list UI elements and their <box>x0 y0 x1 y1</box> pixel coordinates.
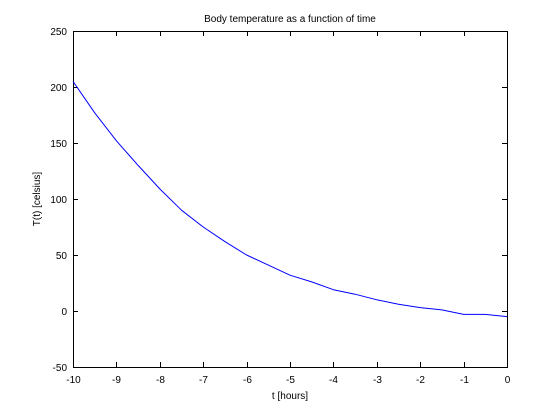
series-line <box>72 81 508 318</box>
x-axis-ticks: -10 -9 -8 -7 -6 -5 -4 -3 -2 -1 0 <box>66 31 511 386</box>
x-tick-label: -7 <box>199 375 208 386</box>
x-tick-label: -2 <box>416 375 425 386</box>
y-axis-ticks: -50 0 50 100 150 200 250 <box>50 27 507 374</box>
y-tick-label: 100 <box>50 195 67 206</box>
x-tick-label: -8 <box>156 375 165 386</box>
series-layer <box>72 81 508 318</box>
x-tick-label: -4 <box>329 375 338 386</box>
x-tick-label: -9 <box>112 375 121 386</box>
chart-title: Body temperature as a function of time <box>204 14 376 25</box>
x-tick-label: -5 <box>286 375 295 386</box>
y-tick-label: -50 <box>53 363 68 374</box>
y-tick-label: 50 <box>56 251 68 262</box>
x-tick-label: -6 <box>243 375 252 386</box>
y-tick-label: 250 <box>50 27 67 38</box>
y-tick-label: 0 <box>61 307 67 318</box>
x-tick-label: -1 <box>460 375 469 386</box>
y-tick-label: 200 <box>50 83 67 94</box>
x-tick-label: 0 <box>505 375 511 386</box>
x-tick-label: -3 <box>373 375 382 386</box>
y-axis-title: T(t) [celsius] <box>32 172 43 227</box>
x-tick-label: -10 <box>66 375 81 386</box>
x-axis-title: t [hours] <box>272 391 308 402</box>
y-tick-label: 150 <box>50 139 67 150</box>
